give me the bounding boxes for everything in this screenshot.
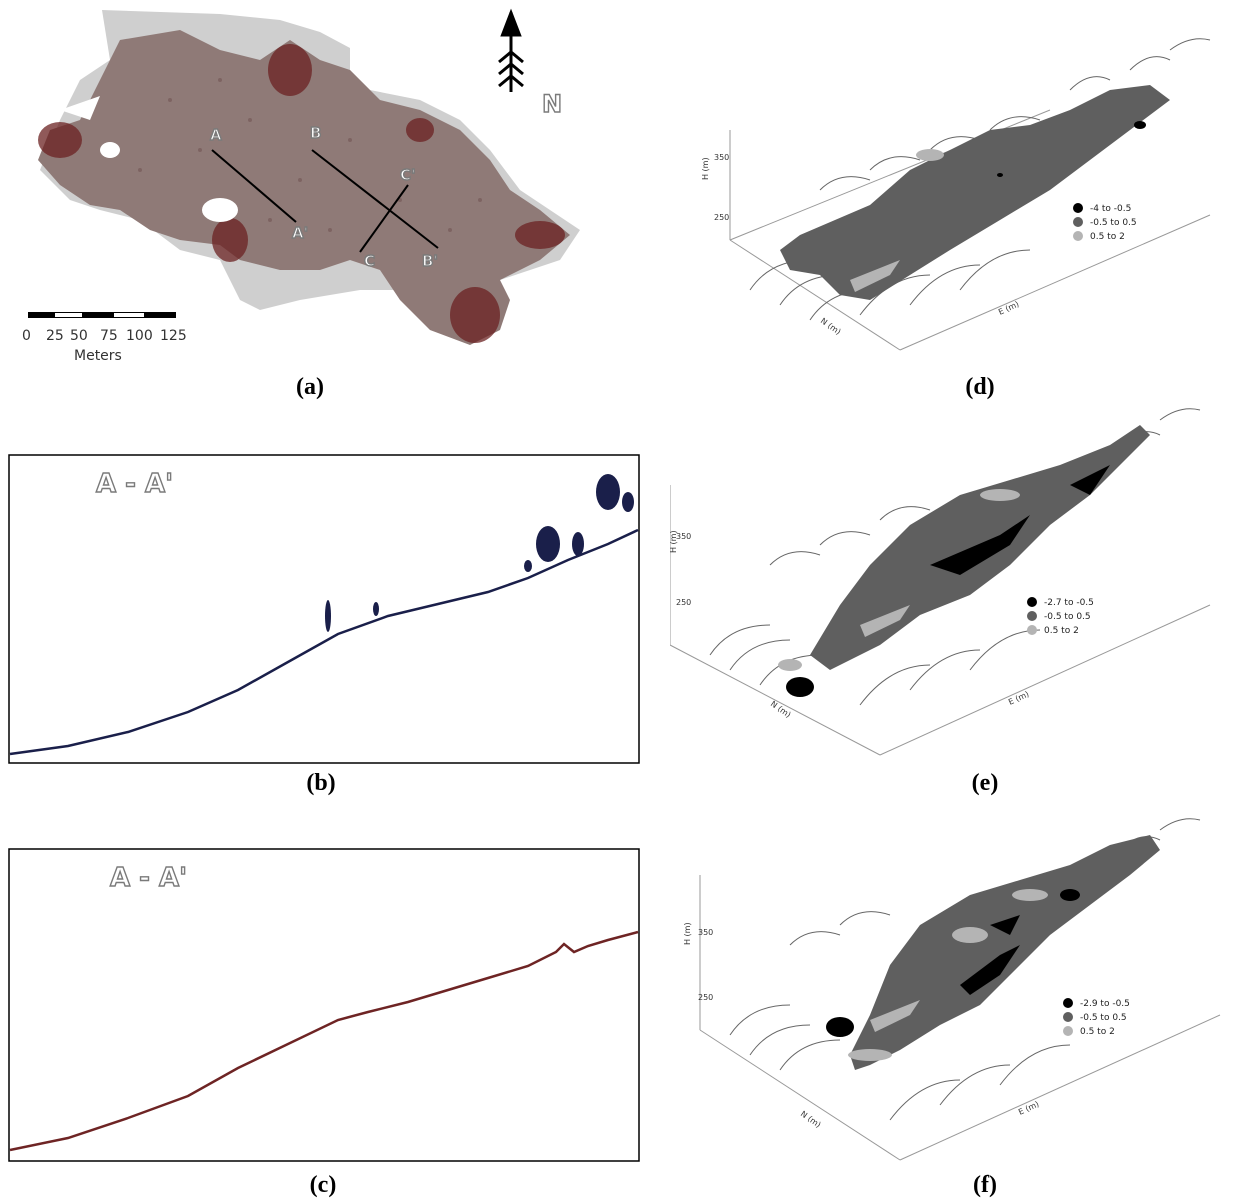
map-texture bbox=[138, 78, 482, 232]
view3d-d-surface bbox=[780, 85, 1170, 300]
svg-text:A: A bbox=[210, 126, 222, 144]
profile-b-panel: A - A' bbox=[8, 454, 640, 764]
svg-text:25: 25 bbox=[46, 328, 64, 344]
caption-c: (c) bbox=[309, 1172, 337, 1198]
view3d-d-ylabel: N (m) bbox=[819, 316, 843, 336]
view3d-d-dark-patches bbox=[997, 121, 1146, 177]
profile-b-label: A - A' bbox=[96, 469, 173, 499]
profile-c-ground bbox=[9, 930, 639, 1152]
section-lines bbox=[211, 149, 439, 253]
svg-text:-0.5 to 0.5: -0.5 to 0.5 bbox=[1044, 612, 1091, 622]
map-point-cloud bbox=[38, 30, 570, 345]
map-canopy-patches bbox=[38, 44, 565, 343]
scale-ticks: 0 25 50 75 100 125 bbox=[22, 328, 187, 344]
profile-b-ground bbox=[9, 528, 639, 756]
view3d-e-dark-patches bbox=[786, 465, 1110, 697]
view3d-f-ztick-250: 250 bbox=[698, 993, 713, 1002]
view3d-d-zlabel: H (m) bbox=[701, 157, 710, 180]
svg-text:0.5 to 2: 0.5 to 2 bbox=[1080, 1027, 1115, 1037]
svg-text:C: C bbox=[364, 252, 375, 270]
svg-text:C': C' bbox=[400, 166, 416, 184]
profile-c-label: A - A' bbox=[110, 863, 187, 893]
svg-text:0.5 to 2: 0.5 to 2 bbox=[1090, 232, 1125, 242]
view3d-f-legend: -2.9 to -0.5 -0.5 to 0.5 0.5 to 2 bbox=[1063, 998, 1130, 1037]
view3d-e-legend: -2.7 to -0.5 -0.5 to 0.5 0.5 to 2 bbox=[1027, 597, 1094, 636]
view3d-f-light-patches bbox=[848, 889, 1048, 1061]
section-labels: A A' B B' C C' bbox=[209, 123, 438, 270]
svg-text:-0.5 to 0.5: -0.5 to 0.5 bbox=[1090, 218, 1137, 228]
view3d-d-light-patches bbox=[850, 149, 944, 292]
svg-text:0.5 to 2: 0.5 to 2 bbox=[1044, 626, 1079, 636]
view3d-e: H (m) 350 250 N (m) E (m) -2.7 to -0.5 -… bbox=[670, 408, 1211, 756]
view3d-e-ztick-250: 250 bbox=[676, 598, 691, 607]
profile-c-panel: A - A' bbox=[8, 848, 640, 1162]
north-arrow-icon bbox=[498, 8, 524, 92]
view3d-d-legend: -4 to -0.5 -0.5 to 0.5 0.5 to 2 bbox=[1073, 203, 1137, 242]
svg-text:0: 0 bbox=[22, 328, 31, 344]
svg-text:-2.9 to -0.5: -2.9 to -0.5 bbox=[1080, 999, 1130, 1009]
caption-e: (e) bbox=[971, 770, 999, 796]
view3d-f-ztick-350: 350 bbox=[698, 928, 713, 937]
north-label: N bbox=[542, 90, 562, 118]
view3d-f: H (m) 350 250 N (m) E (m) -2.9 to -0.5 -… bbox=[683, 818, 1221, 1161]
view3d-f-axes bbox=[699, 875, 1221, 1161]
svg-text:-0.5 to 0.5: -0.5 to 0.5 bbox=[1080, 1013, 1127, 1023]
svg-text:-2.7 to -0.5: -2.7 to -0.5 bbox=[1044, 598, 1094, 608]
view3d-e-ylabel: N (m) bbox=[769, 699, 793, 719]
svg-text:-4 to -0.5: -4 to -0.5 bbox=[1090, 204, 1131, 214]
view3d-d: H (m) 350 250 N (m) E (m) -4 to -0.5 -0.… bbox=[701, 38, 1211, 351]
caption-f: (f) bbox=[973, 1172, 997, 1198]
svg-text:75: 75 bbox=[100, 328, 118, 344]
caption-a: (a) bbox=[296, 374, 324, 400]
view3d-e-light-patches bbox=[778, 489, 1020, 671]
svg-text:A': A' bbox=[292, 224, 308, 242]
profile-b-vegetation bbox=[325, 474, 634, 632]
svg-text:50: 50 bbox=[70, 328, 88, 344]
view3d-e-ztick-350: 350 bbox=[676, 532, 691, 541]
map-panel: A A' B B' C C' N 0 25 50 75 100 125 Mete… bbox=[22, 8, 580, 364]
view3d-f-zlabel: H (m) bbox=[683, 922, 692, 945]
view3d-f-ylabel: N (m) bbox=[799, 1109, 823, 1129]
view3d-e-axes bbox=[670, 485, 1211, 756]
view3d-e-zlabel: H (m) bbox=[670, 530, 678, 553]
scale-bar bbox=[28, 312, 176, 318]
caption-d: (d) bbox=[965, 374, 995, 400]
svg-text:B': B' bbox=[422, 252, 438, 270]
caption-b: (b) bbox=[306, 770, 336, 796]
svg-text:100: 100 bbox=[126, 328, 153, 344]
view3d-d-ztick-350: 350 bbox=[714, 153, 729, 162]
svg-text:B: B bbox=[310, 124, 321, 142]
scale-unit: Meters bbox=[74, 348, 122, 364]
svg-text:125: 125 bbox=[160, 328, 187, 344]
view3d-d-ztick-250: 250 bbox=[714, 213, 729, 222]
map-gaps bbox=[60, 96, 238, 222]
view3d-f-dark-patches bbox=[826, 889, 1080, 1037]
